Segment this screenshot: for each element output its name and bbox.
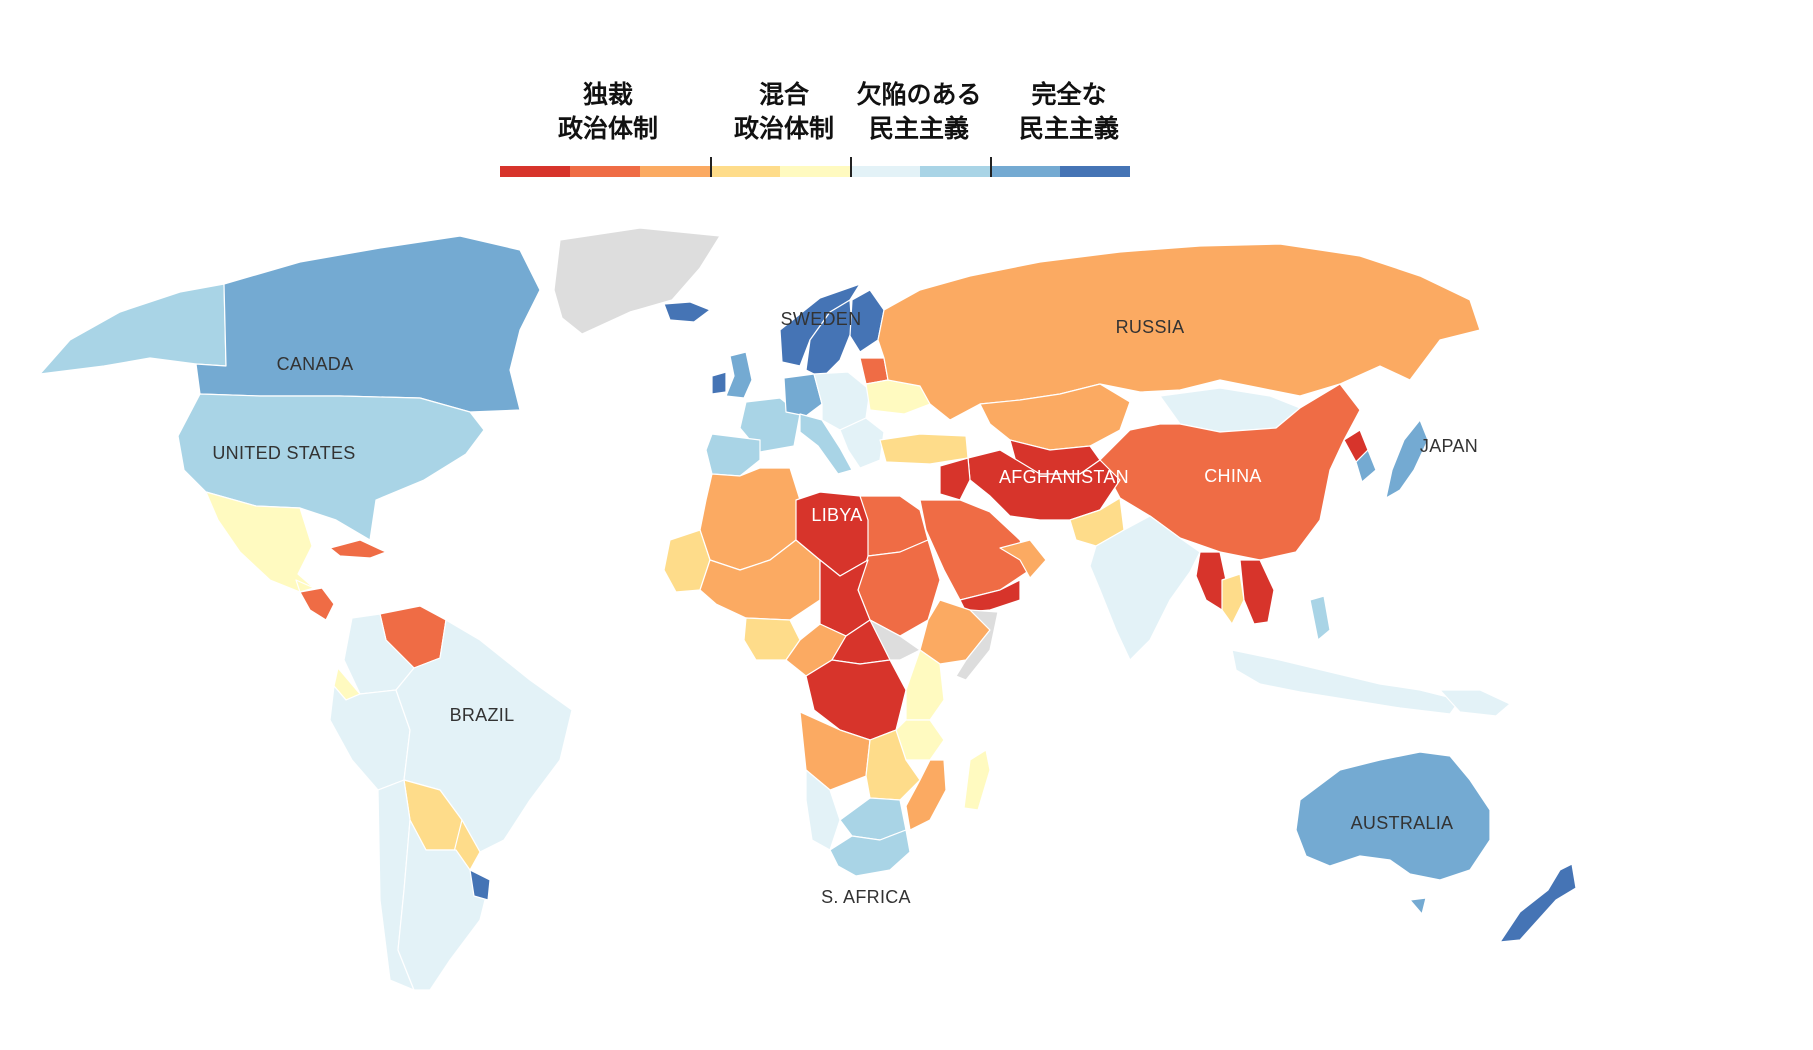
- balkans: [839, 417, 885, 469]
- central-america-south: [295, 579, 315, 593]
- label-s-africa: S. AFRICA: [821, 887, 911, 907]
- map-labels: CANADA UNITED STATES BRAZIL SWEDEN RUSSI…: [212, 309, 1478, 907]
- legend-swatch-7: [920, 166, 990, 177]
- label-brazil: BRAZIL: [450, 705, 515, 725]
- uruguay: [469, 869, 491, 901]
- somalia: [955, 609, 999, 681]
- philippines: [1309, 595, 1331, 641]
- south-korea: [1355, 449, 1377, 483]
- tasmania: [1409, 897, 1427, 915]
- new-zealand: [1499, 863, 1577, 943]
- madagascar: [963, 749, 991, 811]
- label-libya: LIBYA: [811, 505, 862, 525]
- legend-tick-3: [990, 157, 992, 177]
- canada: [195, 235, 541, 413]
- united-kingdom: [725, 351, 753, 399]
- saudi-arabia: [919, 499, 1031, 601]
- legend-color-bar: [500, 166, 1130, 177]
- greenland: [553, 227, 721, 335]
- legend-label-hybrid: 混合 政治体制: [733, 80, 834, 143]
- iceland: [663, 301, 711, 323]
- label-japan: JAPAN: [1420, 436, 1478, 456]
- vietnam-laos: [1239, 559, 1275, 625]
- south-sudan: [869, 619, 921, 661]
- papua: [1439, 689, 1511, 717]
- gulf-states: [999, 539, 1047, 579]
- iraq-syria: [939, 457, 971, 501]
- central-america: [299, 587, 335, 621]
- legend-swatch-8: [990, 166, 1060, 177]
- sweden: [805, 299, 853, 379]
- legend-swatch-6: [850, 166, 920, 177]
- germany: [783, 373, 823, 417]
- legend-tick-2: [850, 157, 852, 177]
- italy: [799, 413, 853, 475]
- brazil: [395, 619, 573, 853]
- legend-label-authoritarian: 独裁 政治体制: [557, 80, 658, 143]
- label-china: CHINA: [1204, 466, 1262, 486]
- label-russia: RUSSIA: [1116, 317, 1185, 337]
- label-australia: AUSTRALIA: [1351, 813, 1454, 833]
- spain-portugal: [705, 433, 761, 477]
- label-united-states: UNITED STATES: [212, 443, 355, 463]
- turkey: [879, 433, 969, 465]
- australia: [1295, 751, 1491, 881]
- legend-tick-1: [710, 157, 712, 177]
- map-countries: [39, 227, 1577, 991]
- legend-swatch-9: [1060, 166, 1130, 177]
- label-afghanistan: AFGHANISTAN: [999, 467, 1129, 487]
- label-sweden: SWEDEN: [781, 309, 862, 329]
- alaska: [39, 283, 227, 375]
- belarus: [859, 357, 889, 385]
- legend-label-flawed-democracy: 欠陥のある 民主主義: [856, 80, 982, 143]
- malaysia-indonesia: [1231, 649, 1461, 715]
- legend: 独裁 政治体制 混合 政治体制 欠陥のある 民主主義 完全な 民主主義: [0, 0, 1813, 200]
- label-canada: CANADA: [277, 354, 354, 374]
- south-africa: [829, 829, 911, 877]
- legend-label-full-democracy: 完全な 民主主義: [1018, 80, 1119, 143]
- argentina: [397, 819, 491, 991]
- ireland: [711, 371, 727, 395]
- thailand: [1221, 573, 1245, 625]
- russia: [877, 243, 1481, 421]
- legend-swatch-2: [570, 166, 640, 177]
- cuba: [329, 539, 387, 559]
- kazakhstan: [979, 383, 1131, 451]
- legend-swatch-4: [710, 166, 780, 177]
- legend-swatch-5: [780, 166, 850, 177]
- france: [739, 397, 801, 453]
- drc: [805, 659, 907, 741]
- peru: [329, 685, 411, 791]
- india: [1089, 515, 1201, 661]
- united-states: [177, 393, 485, 541]
- legend-swatch-1: [500, 166, 570, 177]
- japan: [1385, 419, 1429, 499]
- legend-swatch-3: [640, 166, 710, 177]
- mozambique: [905, 759, 947, 831]
